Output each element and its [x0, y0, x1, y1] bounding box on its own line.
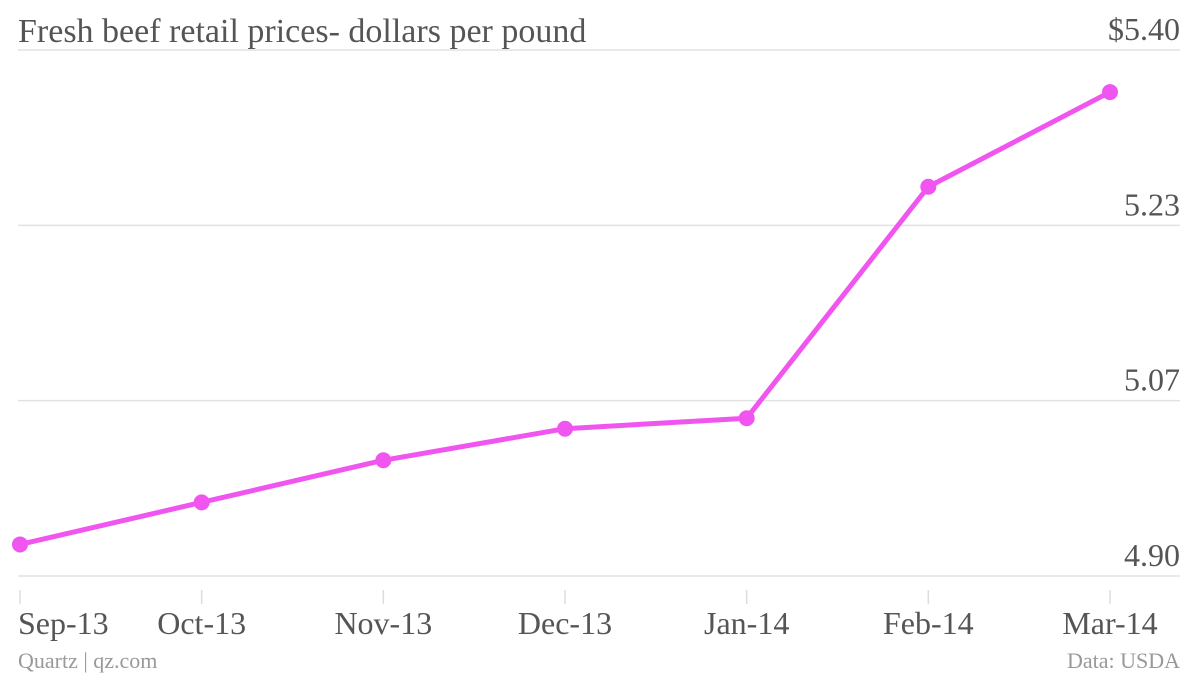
x-tick-label: Nov-13 — [334, 605, 432, 641]
y-tick-label: 5.07 — [1124, 362, 1180, 398]
x-tick-label: Mar-14 — [1062, 605, 1157, 641]
x-tick-label: Dec-13 — [518, 605, 612, 641]
x-tick-label: Jan-14 — [704, 605, 789, 641]
data-point — [1102, 84, 1118, 101]
x-tick-label: Feb-14 — [883, 605, 974, 641]
x-tick-label: Sep-13 — [18, 605, 109, 641]
data-point — [738, 410, 755, 427]
data-point — [920, 178, 937, 195]
chart-title: Fresh beef retail prices- dollars per po… — [18, 13, 586, 50]
x-tick-label: Oct-13 — [157, 605, 246, 641]
source: Quartz | qz.com — [18, 648, 157, 673]
data-point — [12, 536, 28, 553]
y-tick-label: $5.40 — [1108, 11, 1180, 47]
y-tick-label: 4.90 — [1124, 537, 1180, 573]
data-point — [557, 420, 573, 437]
data-point — [375, 452, 392, 469]
data-point — [193, 494, 210, 511]
credit: Data: USDA — [1067, 648, 1180, 673]
y-tick-label: 5.23 — [1124, 186, 1180, 222]
data-line — [19, 89, 1112, 547]
